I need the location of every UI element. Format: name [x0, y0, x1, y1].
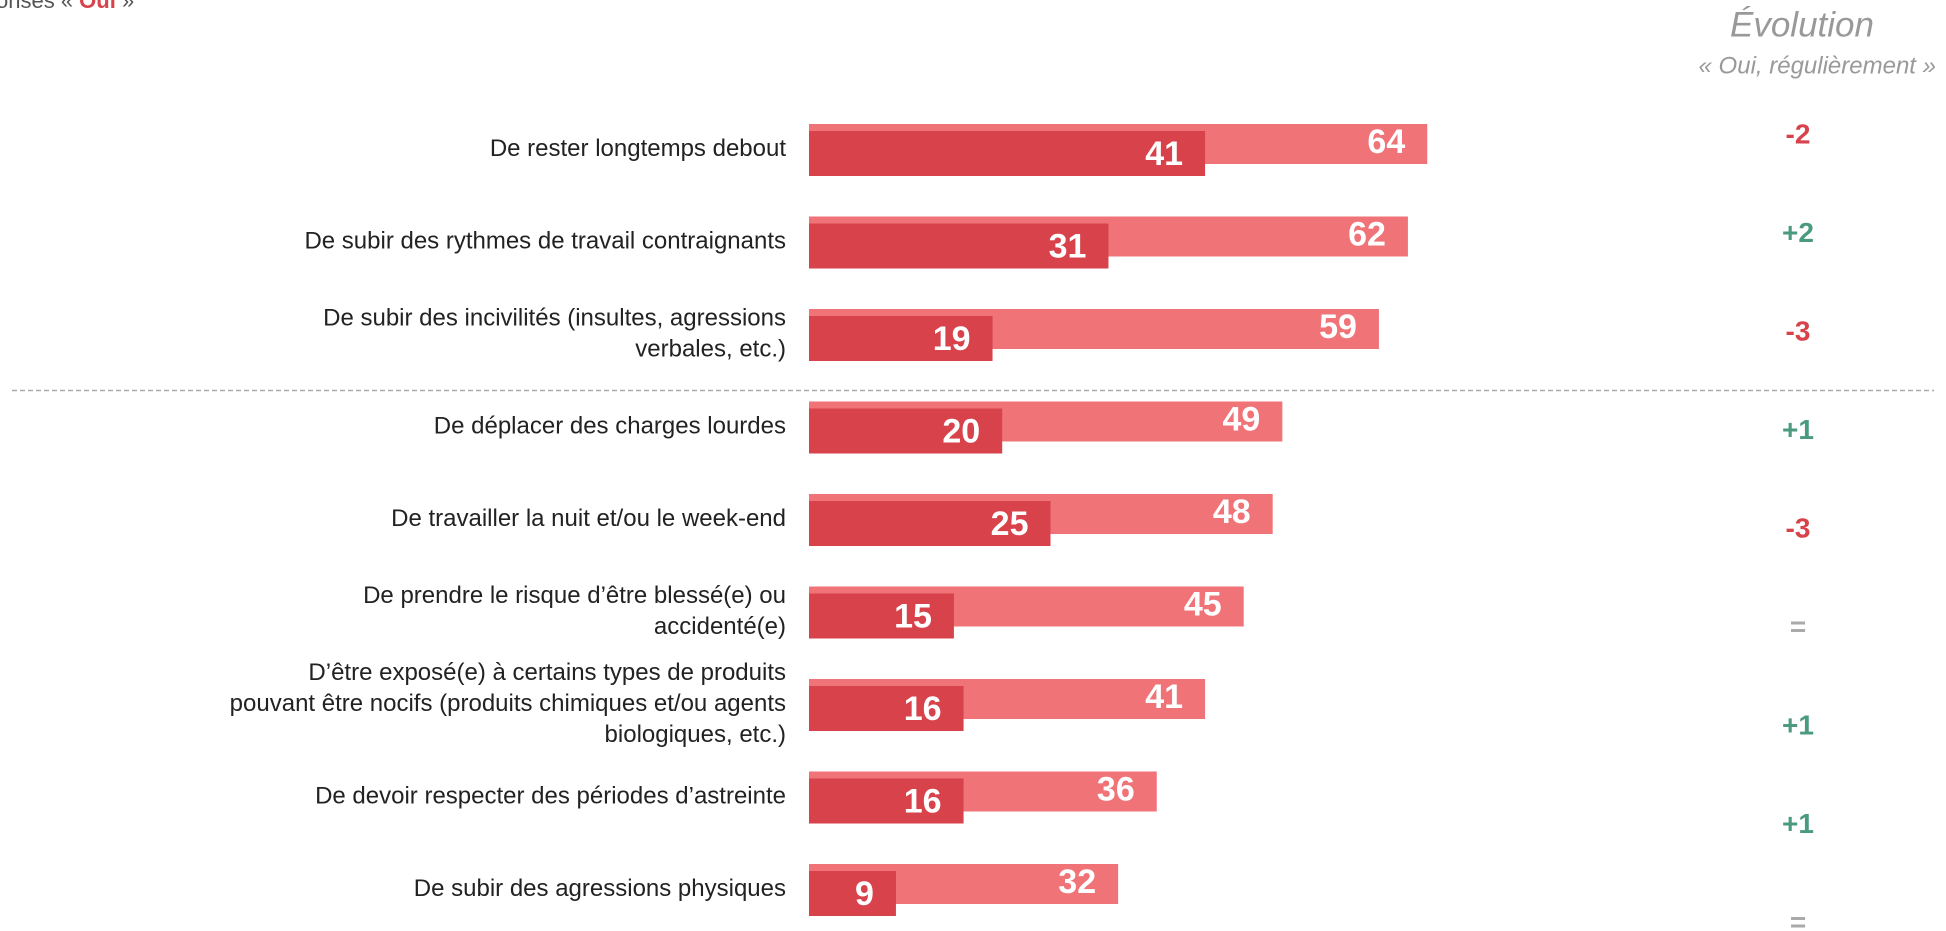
value-label: 48 [1213, 493, 1251, 531]
category-label: De subir des agressions physiques [414, 875, 786, 902]
bar [809, 871, 896, 916]
category-label: De déplacer des charges lourdes [434, 413, 786, 440]
bar [809, 501, 1051, 546]
value-label: 36 [1097, 770, 1135, 808]
category-label: De devoir respecter des périodes d’astre… [315, 783, 786, 810]
value-label: 62 [1348, 215, 1386, 253]
subtitle-part: » [116, 0, 134, 13]
value-label: 16 [904, 690, 942, 728]
evolution-value: -3 [1786, 512, 1811, 543]
category-label: De prendre le risque d’être blessé(e) ou… [363, 582, 786, 640]
bar [809, 316, 993, 361]
evolution-value: -3 [1786, 315, 1811, 346]
value-label: 20 [942, 412, 980, 450]
subtitle: onses « Oui » [0, 0, 134, 13]
category-label: De travailler la nuit et/ou le week-end [391, 505, 786, 532]
bar [809, 778, 964, 824]
evolution-value: +1 [1782, 414, 1814, 445]
evolution-value: +1 [1782, 808, 1814, 839]
category-label: D’être exposé(e) à certains types de pro… [230, 659, 786, 748]
value-label: 49 [1223, 400, 1261, 438]
subtitle-part: Oui [79, 0, 116, 13]
bar [809, 686, 964, 731]
value-label: 32 [1058, 863, 1096, 901]
value-label: 64 [1367, 123, 1405, 161]
value-label: 16 [904, 782, 942, 820]
value-label: 9 [855, 875, 874, 913]
evolution-value: = [1790, 611, 1806, 642]
category-label: De subir des rythmes de travail contraig… [304, 228, 786, 255]
bar [809, 408, 1003, 454]
bar [809, 593, 954, 639]
value-label: 25 [991, 505, 1029, 543]
evolution-value: +2 [1782, 217, 1814, 248]
value-label: 41 [1145, 135, 1183, 173]
category-label: De subir des incivilités (insultes, agre… [323, 305, 786, 363]
evolution-value: +1 [1782, 709, 1814, 740]
subtitle-part: onses « [0, 0, 79, 13]
value-label: 59 [1319, 308, 1357, 346]
evolution-value: -2 [1786, 118, 1811, 149]
evolution-subtitle: « Oui, régulièrement » [1699, 52, 1936, 79]
bar [809, 131, 1206, 176]
value-label: 45 [1184, 585, 1222, 623]
bar [809, 223, 1109, 269]
value-label: 15 [894, 597, 932, 635]
category-label: De rester longtemps debout [490, 135, 787, 162]
evolution-value: = [1790, 906, 1806, 931]
value-label: 41 [1145, 678, 1183, 716]
value-label: 19 [933, 320, 971, 358]
evolution-title: Évolution [1730, 5, 1874, 44]
value-label: 31 [1049, 227, 1087, 265]
